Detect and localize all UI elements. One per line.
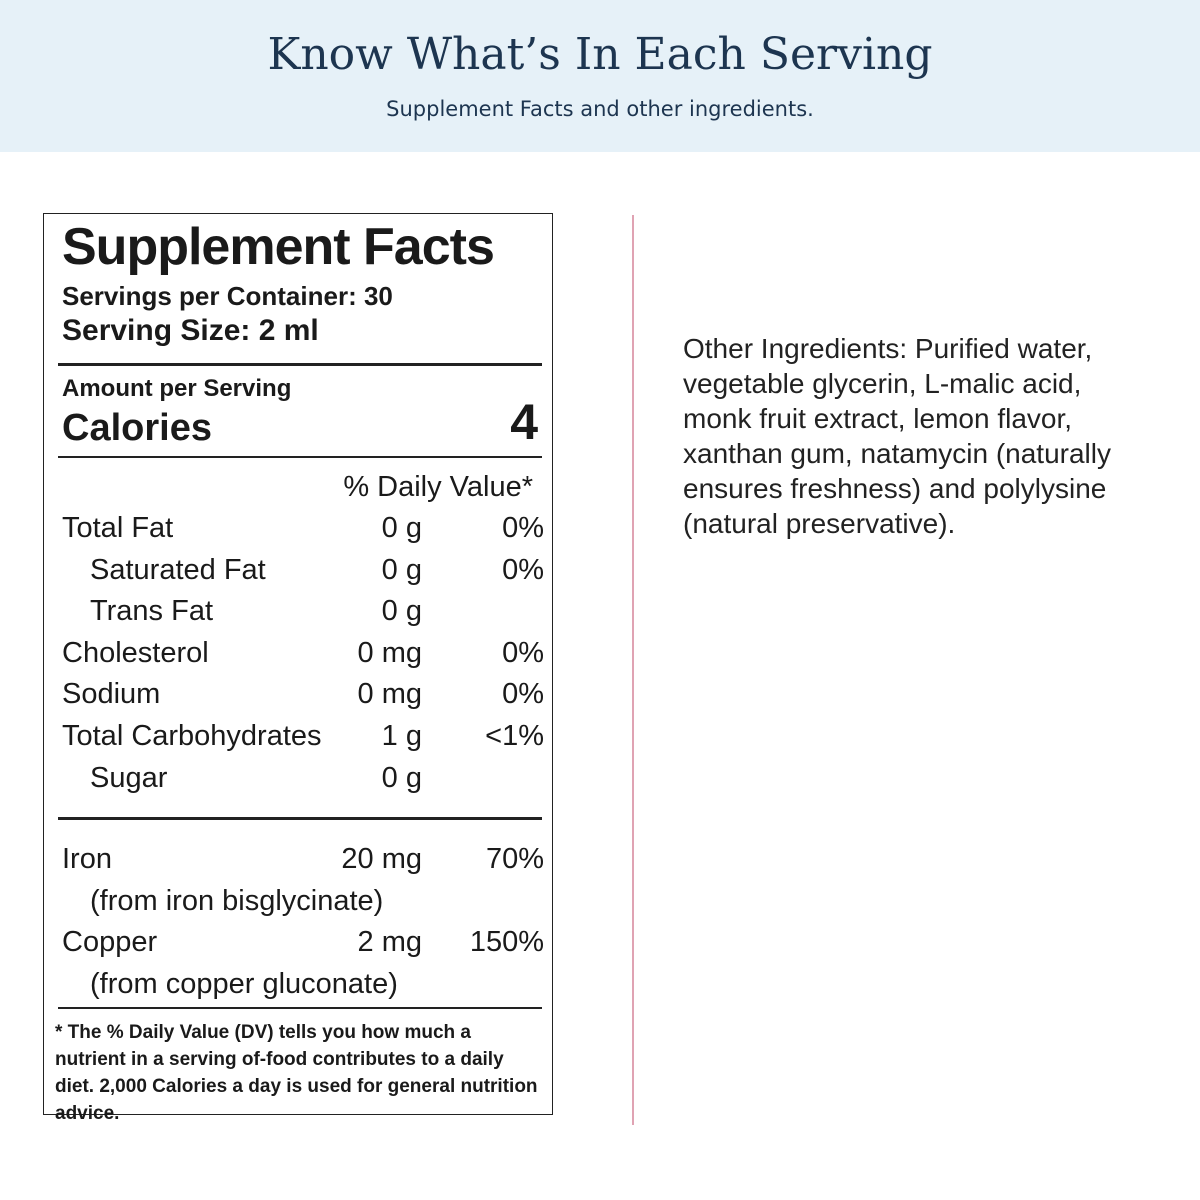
- footnote: * The % Daily Value (DV) tells you how m…: [55, 1022, 538, 1124]
- nutrient-dv: 0%: [502, 636, 544, 669]
- nutrient-amount: 0 mg: [357, 678, 422, 711]
- nutrient-amount: 1 g: [381, 720, 422, 753]
- nutrient-amount: 0 g: [381, 512, 422, 545]
- nutrient-dv: 70%: [485, 843, 544, 876]
- nutrient-name: Iron: [62, 843, 112, 876]
- calories-label: Calories: [62, 407, 212, 450]
- nutrient-name: Total Fat: [62, 512, 174, 545]
- nutrient-amount: 20 mg: [341, 843, 422, 876]
- mineral-source: (from iron bisglycinate): [90, 884, 384, 917]
- ingredients-line: (natural preservative).: [683, 507, 956, 539]
- label-box: [43, 213, 553, 1115]
- page-subtitle: Supplement Facts and other ingredients.: [386, 97, 814, 122]
- header-band: [0, 0, 1200, 152]
- ingredients-line: vegetable glycerin, L-malic acid,: [683, 367, 1082, 399]
- servings: Servings per Container: 30: [62, 280, 393, 311]
- nutrient-name: Sodium: [62, 678, 161, 711]
- ingredients-line: ensures freshness) and polylysine: [683, 472, 1107, 504]
- serving-size: Serving Size: 2 ml: [62, 313, 319, 347]
- nutrient-dv: 0%: [502, 512, 544, 545]
- nutrient-amount: 0 mg: [357, 636, 422, 669]
- divider: [632, 215, 634, 1125]
- nutrient-dv: <1%: [485, 720, 544, 753]
- nutrient-name: Cholesterol: [62, 636, 209, 669]
- nutrient-amount: 0 g: [381, 595, 422, 628]
- calories-value: 4: [510, 393, 538, 450]
- rule: [58, 1007, 542, 1009]
- nutrient-dv: 0%: [502, 678, 544, 711]
- nutrient-name: Total Carbohydrates: [62, 720, 322, 753]
- nutrient-dv: 150%: [469, 926, 544, 959]
- nutrient-name: Sugar: [90, 761, 168, 794]
- nutrient-name: Copper: [62, 926, 158, 959]
- label-title: Supplement Facts: [62, 218, 495, 277]
- ingredients-line: monk fruit extract, lemon flavor,: [683, 402, 1073, 434]
- nutrient-amount: 0 g: [381, 553, 422, 586]
- amount-per-serving: Amount per Serving: [62, 374, 292, 402]
- thick-rule: [58, 817, 542, 820]
- nutrient-name: Saturated Fat: [90, 553, 266, 586]
- ingredients-line: Other Ingredients: Purified water,: [683, 332, 1093, 364]
- dv-header: % Daily Value*: [343, 471, 533, 504]
- page-title: Know What’s In Each Serving: [267, 28, 933, 80]
- nutrient-amount: 0 g: [381, 761, 422, 794]
- nutrient-name: Trans Fat: [90, 595, 214, 628]
- thick-rule: [58, 363, 542, 366]
- nutrient-amount: 2 mg: [357, 926, 422, 959]
- mineral-source: (from copper gluconate): [90, 967, 398, 1000]
- ingredients-line: xanthan gum, natamycin (naturally: [683, 437, 1111, 469]
- nutrient-dv: 0%: [502, 553, 544, 586]
- rule: [58, 456, 542, 458]
